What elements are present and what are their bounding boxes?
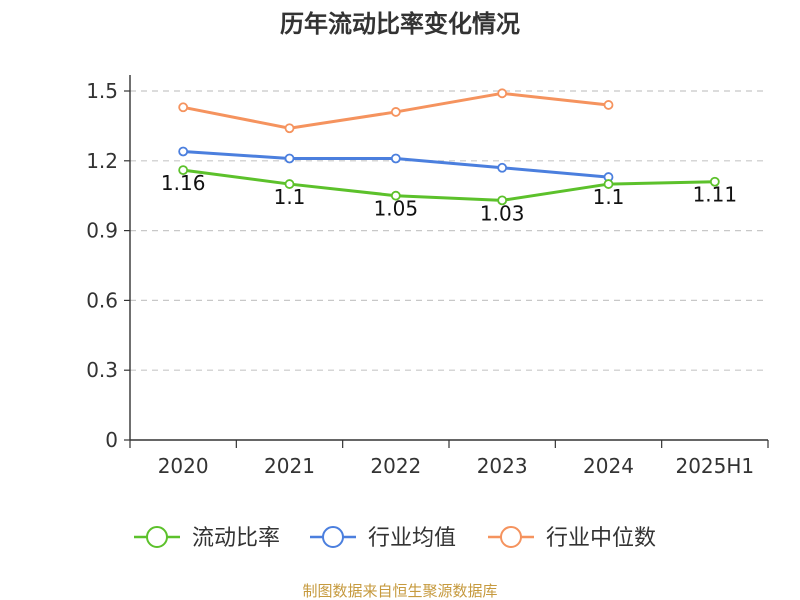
data-point[interactable] — [284, 123, 295, 134]
legend-marker-icon — [146, 526, 168, 548]
y-tick-label: 0.9 — [86, 219, 118, 243]
data-point[interactable] — [284, 153, 295, 164]
data-label: 1.05 — [374, 197, 419, 221]
legend-item[interactable]: 流动比率 — [134, 526, 280, 551]
legend-marker-icon — [500, 526, 522, 548]
y-tick-label: 1.2 — [86, 149, 118, 173]
legend-label: 流动比率 — [192, 526, 280, 551]
y-tick-label: 0.6 — [86, 288, 118, 312]
legend[interactable]: 流动比率 行业均值 行业中位数 — [134, 526, 656, 551]
x-tick-label: 2024 — [583, 454, 634, 478]
data-labels: 1.16 1.1 1.05 1.03 1.1 1.11 — [161, 171, 737, 225]
data-point[interactable] — [390, 107, 401, 117]
data-point[interactable] — [390, 153, 401, 164]
legend-marker-icon — [322, 526, 344, 548]
x-tick-label: 2023 — [477, 454, 528, 478]
legend-item[interactable]: 行业中位数 — [488, 526, 656, 551]
x-tick-label: 2022 — [370, 454, 421, 478]
grid-lines — [130, 90, 768, 371]
series-line — [182, 168, 715, 202]
y-tick-label: 1.5 — [86, 79, 118, 103]
data-point[interactable] — [178, 102, 189, 113]
y-tick-label: 0.3 — [86, 358, 118, 382]
data-point[interactable] — [603, 179, 614, 189]
y-tick-label: 0 — [105, 428, 118, 452]
series-lines — [178, 88, 720, 206]
data-point[interactable] — [497, 162, 508, 173]
source-note: 制图数据来自恒生聚源数据库 — [302, 582, 497, 600]
data-point[interactable] — [709, 176, 720, 187]
axes: 0 0.3 0.6 0.9 1.2 1.5 2020 2021 2022 2023 2024 2025… — [86, 75, 769, 478]
data-label: 1.16 — [161, 171, 206, 195]
data-label: 1.11 — [693, 183, 738, 207]
data-label: 1.1 — [274, 185, 306, 209]
data-point[interactable] — [178, 146, 189, 157]
x-tick-label: 2020 — [158, 454, 209, 478]
data-label: 1.1 — [593, 185, 625, 209]
data-point[interactable] — [497, 195, 508, 206]
x-tick-label: 2021 — [264, 454, 315, 478]
data-point[interactable] — [284, 179, 295, 189]
chart-title: 历年流动比率变化情况 — [280, 10, 520, 38]
data-point[interactable] — [178, 165, 189, 176]
data-point[interactable] — [497, 88, 508, 99]
data-point[interactable] — [603, 100, 614, 110]
x-tick-label: 2025H1 — [675, 454, 754, 478]
legend-label: 行业均值 — [368, 526, 456, 551]
legend-label: 行业中位数 — [546, 526, 656, 551]
legend-item[interactable]: 行业均值 — [310, 526, 456, 551]
data-point[interactable] — [390, 190, 401, 201]
data-label: 1.03 — [480, 201, 525, 225]
